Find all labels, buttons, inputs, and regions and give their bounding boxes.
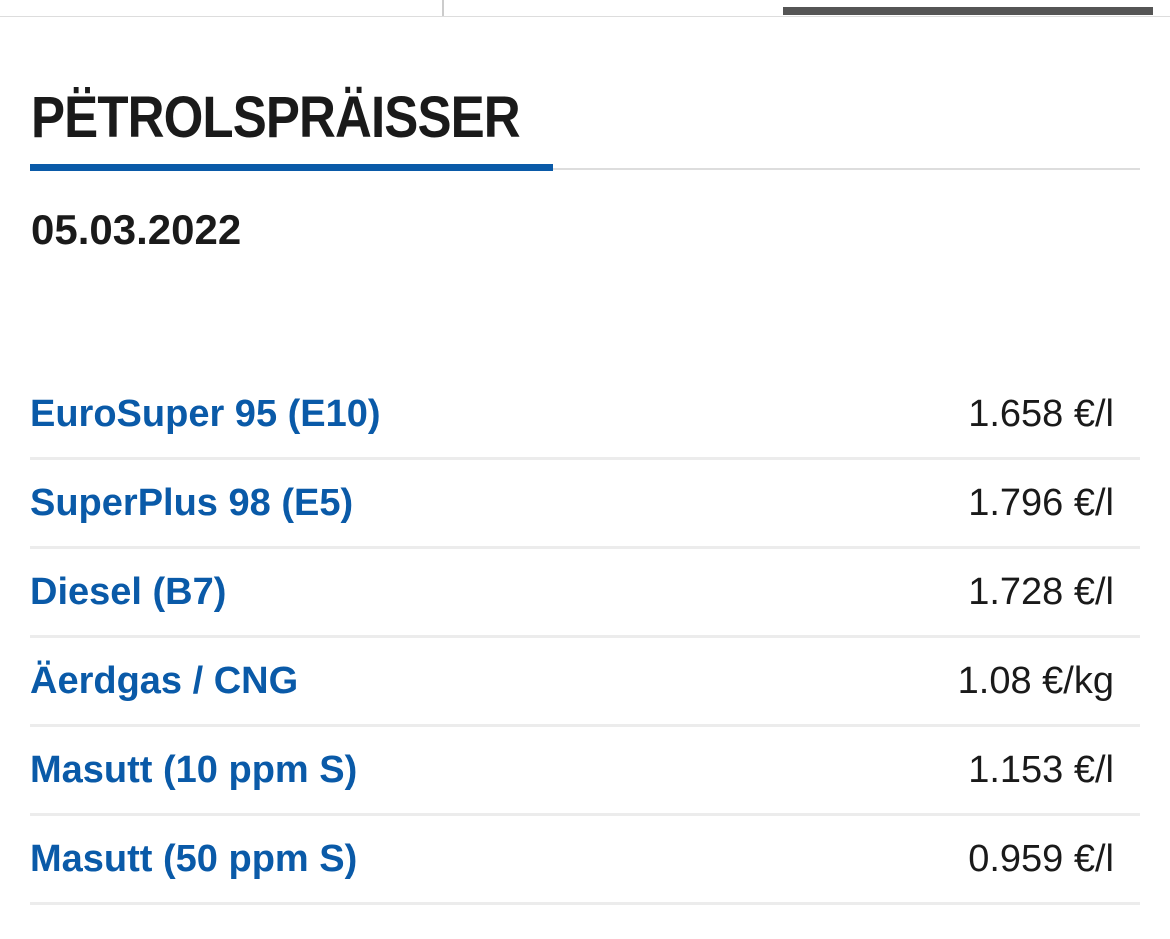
tab-bar	[0, 0, 1170, 17]
fuel-name[interactable]: Äerdgas / CNG	[30, 659, 299, 702]
title-underline	[30, 164, 553, 171]
active-tab-indicator	[783, 7, 1153, 15]
fuel-price: 1.658 €/l	[968, 392, 1114, 435]
fuel-price: 1.796 €/l	[968, 481, 1114, 524]
fuel-name[interactable]: SuperPlus 98 (E5)	[30, 481, 354, 524]
fuel-name[interactable]: Masutt (10 ppm S)	[30, 748, 358, 791]
divider	[30, 168, 1140, 170]
fuel-name[interactable]: EuroSuper 95 (E10)	[30, 392, 381, 435]
price-row: Äerdgas / CNG 1.08 €/kg	[30, 638, 1140, 727]
title: PËTROLSPRÄISSER	[31, 85, 521, 150]
fuel-price: 1.728 €/l	[968, 570, 1114, 613]
fuel-price: 0.959 €/l	[968, 837, 1114, 880]
price-row: EuroSuper 95 (E10) 1.658 €/l	[30, 371, 1140, 460]
price-table: EuroSuper 95 (E10) 1.658 €/l SuperPlus 98 …	[30, 371, 1140, 905]
fuel-name[interactable]: Diesel (B7)	[30, 570, 227, 613]
price-row: Masutt (50 ppm S) 0.959 €/l	[30, 816, 1140, 905]
tab-separator	[442, 0, 444, 16]
fuel-name[interactable]: Masutt (50 ppm S)	[30, 837, 358, 880]
fuel-price: 1.153 €/l	[968, 748, 1114, 791]
price-row: Masutt (10 ppm S) 1.153 €/l	[30, 727, 1140, 816]
fuel-price: 1.08 €/kg	[957, 659, 1114, 702]
date: 05.03.2022	[31, 206, 242, 253]
price-row: SuperPlus 98 (E5) 1.796 €/l	[30, 460, 1140, 549]
price-row: Diesel (B7) 1.728 €/l	[30, 549, 1140, 638]
